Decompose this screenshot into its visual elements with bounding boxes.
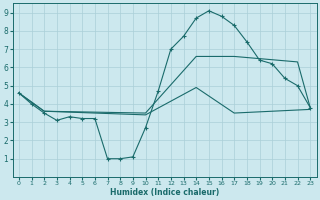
X-axis label: Humidex (Indice chaleur): Humidex (Indice chaleur) [110, 188, 219, 197]
